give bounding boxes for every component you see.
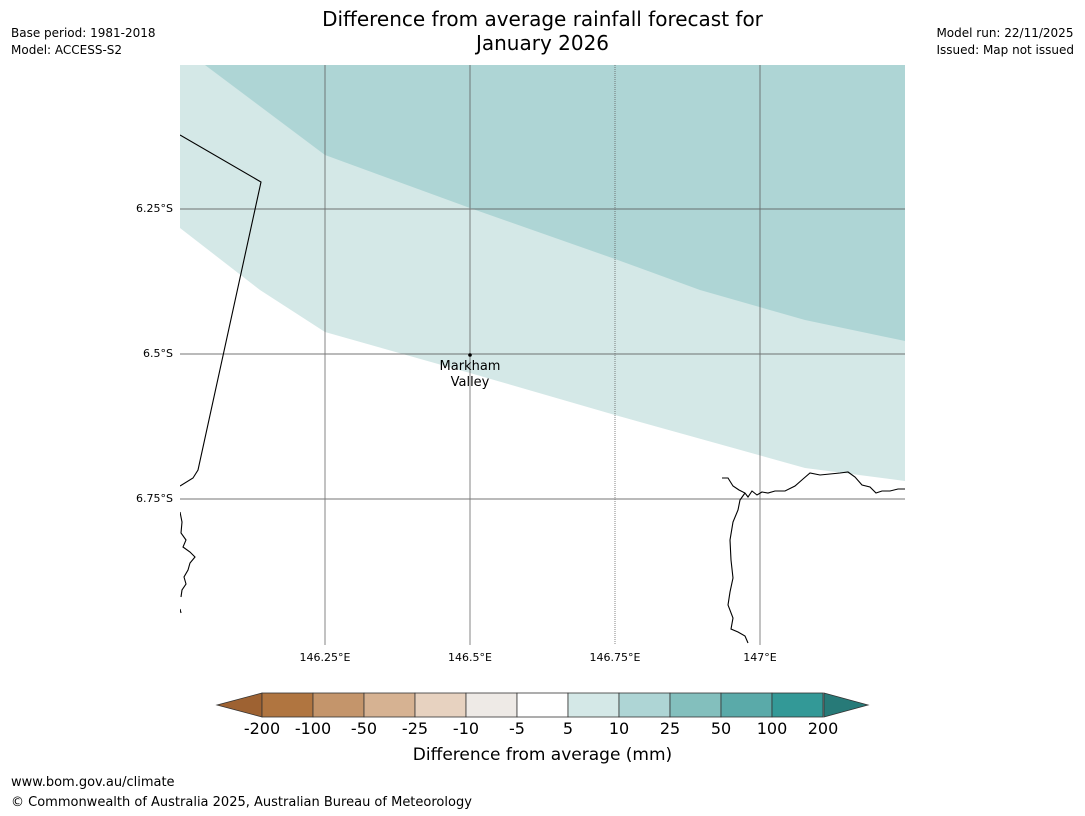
- coastline-west: [180, 511, 196, 598]
- rainfall-zone-10-25: [205, 65, 905, 341]
- colorbar-tick: 50: [710, 719, 732, 738]
- model-run: Model run: 22/11/2025: [936, 26, 1074, 40]
- markham-valley-marker: [468, 353, 472, 357]
- colorbar-tick: -10: [452, 719, 480, 738]
- peninsula-coast: [727, 492, 749, 644]
- colorbar-segment: [771, 692, 824, 718]
- colorbar-segment: [312, 692, 365, 718]
- boundaries: [180, 134, 905, 644]
- lon-label-146-25: 146.25°E: [299, 651, 351, 664]
- graticule: [180, 65, 905, 645]
- metadata-right: Model run: 22/11/2025 Issued: Map not is…: [936, 25, 1074, 59]
- colorbar-segment: [261, 692, 314, 718]
- colorbar-segment: [720, 692, 773, 718]
- lat-label-6-25: 6.25°S: [136, 202, 173, 215]
- colorbar-title: Difference from average (mm): [412, 745, 673, 765]
- lon-label-146-5: 146.5°E: [448, 651, 492, 664]
- issued-status: Issued: Map not issued: [936, 43, 1074, 57]
- colorbar-over-arrow: [823, 692, 870, 718]
- colorbar-segments: [261, 692, 824, 718]
- colorbar-segment: [618, 692, 671, 718]
- colorbar-tick: 100: [756, 719, 788, 738]
- colorbar-tick: -200: [243, 719, 281, 738]
- place-label: Markham Valley: [420, 359, 520, 391]
- model-name: Model: ACCESS-S2: [11, 43, 123, 57]
- footer-copyright: © Commonwealth of Australia 2025, Austra…: [11, 795, 472, 810]
- colorbar-segment: [516, 692, 569, 718]
- colorbar-segment: [567, 692, 620, 718]
- title-line-2: January 2026: [475, 31, 610, 55]
- colorbar-tick: 10: [608, 719, 630, 738]
- colorbar-tick: 200: [807, 719, 839, 738]
- colorbar-segment: [465, 692, 518, 718]
- title-line-1: Difference from average rainfall forecas…: [322, 7, 763, 31]
- lat-label-6-5: 6.5°S: [143, 347, 173, 360]
- colorbar-under-arrow: [215, 692, 263, 718]
- footer-url[interactable]: www.bom.gov.au/climate: [11, 775, 175, 790]
- coastline-west-fragment: [180, 608, 182, 614]
- colorbar-tick: -100: [294, 719, 332, 738]
- colorbar-segment: [414, 692, 467, 718]
- map-title: Difference from average rainfall forecas…: [0, 7, 1085, 55]
- lat-label-6-75: 6.75°S: [136, 492, 173, 505]
- colorbar-tick: -25: [401, 719, 429, 738]
- coastline-east: [722, 471, 905, 498]
- metadata-left: Base period: 1981-2018 Model: ACCESS-S2: [11, 25, 156, 59]
- colorbar-tick: 5: [562, 719, 574, 738]
- colorbar-tick: -50: [350, 719, 378, 738]
- colorbar-tick: 25: [659, 719, 681, 738]
- lon-label-147: 147°E: [743, 651, 777, 664]
- lon-label-146-75: 146.75°E: [589, 651, 641, 664]
- place-name-line-2: Valley: [450, 375, 490, 390]
- district-boundary: [180, 134, 262, 487]
- colorbar-tick: -5: [509, 719, 525, 738]
- colorbar-segment: [363, 692, 416, 718]
- place-name-line-1: Markham: [439, 359, 501, 374]
- colorbar-segment: [669, 692, 722, 718]
- base-period: Base period: 1981-2018: [11, 26, 156, 40]
